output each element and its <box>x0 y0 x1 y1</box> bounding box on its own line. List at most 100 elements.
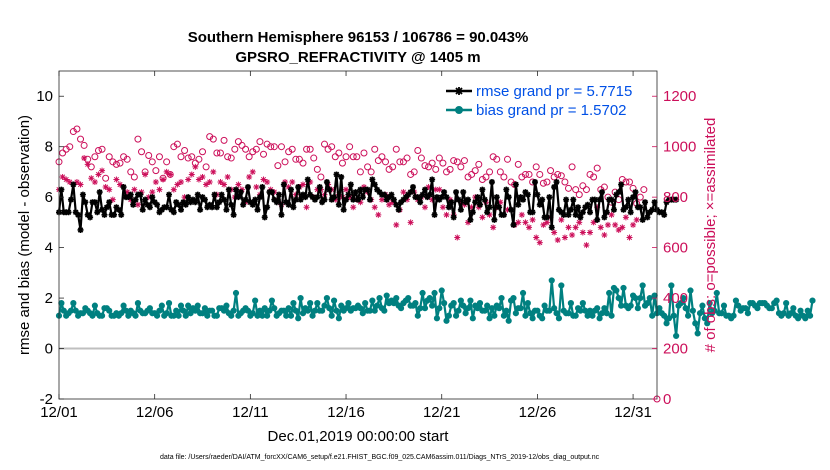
bias-point <box>175 312 182 319</box>
obs-possible-point <box>446 165 454 173</box>
rmse-point <box>347 181 354 188</box>
obs-assimilated-point <box>465 219 472 226</box>
obs-possible-point <box>127 168 135 176</box>
rmse-point <box>175 201 182 208</box>
rmse-series-layer <box>56 171 680 233</box>
obs-possible-point <box>414 146 422 154</box>
bias-point <box>285 305 292 312</box>
bias-point <box>455 307 462 314</box>
rmse-point <box>491 216 498 223</box>
obs-assimilated-point <box>375 211 382 218</box>
rmse-point <box>366 196 373 203</box>
obs-assimilated-point <box>576 219 583 226</box>
obs-assimilated-point <box>260 176 267 183</box>
rmse-point <box>639 216 646 223</box>
obs-possible-point <box>216 149 224 157</box>
bias-point <box>443 317 450 324</box>
bias-point <box>780 310 787 317</box>
bias-point <box>335 315 342 322</box>
obs-assimilated-point <box>439 204 446 211</box>
bias-point <box>661 312 668 319</box>
rmse-point <box>515 201 522 208</box>
bias-point <box>579 300 586 307</box>
obs-possible-point <box>392 145 400 153</box>
rmse-point <box>493 194 500 201</box>
bias-point <box>441 300 448 307</box>
rmse-point <box>323 179 330 186</box>
obs-assimilated-point <box>246 173 253 180</box>
bias-point <box>309 312 316 319</box>
obs-possible-point <box>504 155 511 163</box>
bias-point <box>433 315 441 322</box>
obs-possible-point <box>554 170 562 178</box>
bias-point <box>357 305 364 312</box>
bias-point <box>663 320 670 327</box>
rmse-point <box>321 196 328 203</box>
rmse-point <box>244 184 251 191</box>
obs-assimilated-point <box>285 184 292 191</box>
rmse-point <box>433 194 440 201</box>
rmse-point <box>209 204 216 211</box>
rmse-point <box>601 214 608 221</box>
y-tick-label: 8 <box>45 139 53 156</box>
bias-point <box>228 312 235 319</box>
x-tick-label: 12/31 <box>614 404 652 421</box>
obs-assimilated-point <box>526 224 533 231</box>
obs-possible-point <box>306 145 314 153</box>
obs-assimilated-point <box>619 224 626 231</box>
obs-assimilated-point <box>604 221 611 228</box>
obs-possible-point <box>435 154 443 162</box>
rmse-point <box>481 196 488 203</box>
obs-possible-point <box>303 145 311 153</box>
rmse-point <box>618 181 625 188</box>
obs-assimilated-point <box>253 184 260 191</box>
obs-possible-point <box>202 163 210 171</box>
legend-rmse-marker <box>455 87 463 95</box>
obs-possible-point <box>514 160 522 168</box>
obs-assimilated-point <box>149 189 156 196</box>
obs-assimilated-point <box>282 179 289 186</box>
obs-possible-point <box>525 170 533 178</box>
bias-point <box>177 302 185 309</box>
obs-assimilated-point <box>174 181 181 188</box>
y2-axis-label: # of obs: o=possible; ×=assimilated <box>702 118 719 353</box>
obs-assimilated-point <box>587 229 594 236</box>
bias-point <box>244 307 252 314</box>
obs-assimilated-point <box>163 168 170 175</box>
obs-possible-point <box>267 143 275 151</box>
rmse-point <box>594 216 601 223</box>
obs-assimilated-point <box>267 186 274 193</box>
obs-possible-point <box>260 150 268 158</box>
rmse-point <box>625 196 632 203</box>
bias-point <box>620 284 627 292</box>
rmse-point <box>96 189 103 196</box>
bias-point <box>744 310 751 317</box>
bias-point <box>106 307 113 314</box>
bias-point <box>304 307 311 314</box>
rmse-point <box>132 196 139 203</box>
rmse-point <box>536 201 543 208</box>
bias-point <box>156 307 163 314</box>
rmse-point <box>565 211 572 218</box>
bias-point <box>711 307 718 314</box>
rmse-point <box>261 214 268 221</box>
obs-assimilated-point <box>504 206 511 213</box>
obs-possible-point <box>543 178 551 186</box>
rmse-point <box>359 194 366 201</box>
rmse-point <box>405 191 412 198</box>
bias-point <box>706 300 713 307</box>
bias-point <box>613 287 620 294</box>
bias-point <box>699 302 706 309</box>
rmse-point <box>307 191 314 198</box>
rmse-point <box>598 189 605 196</box>
obs-assimilated-point <box>106 186 113 193</box>
bias-point <box>634 305 641 312</box>
rmse-point <box>273 199 280 206</box>
rmse-point <box>414 194 421 201</box>
bias-point <box>806 312 814 319</box>
bias-point <box>328 312 335 319</box>
rmse-point <box>84 211 91 218</box>
rmse-point <box>374 186 381 193</box>
x-tick-label: 12/06 <box>136 404 174 421</box>
rmse-point <box>221 196 228 203</box>
